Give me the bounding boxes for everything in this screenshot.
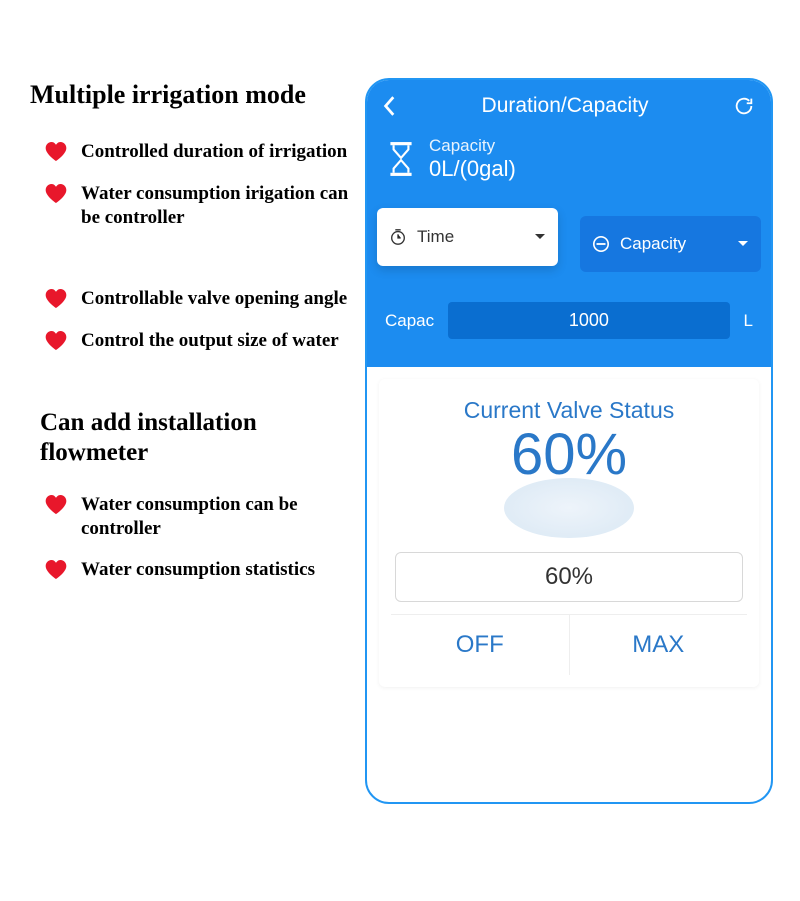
heart-icon — [45, 289, 67, 309]
capacity-value: 0L/(0gal) — [429, 156, 516, 182]
valve-percent: 60% — [391, 426, 747, 484]
list-item: Controllable valve opening angle — [45, 287, 360, 311]
capacity-toggle[interactable]: Capacity — [580, 216, 761, 272]
time-toggle[interactable]: Time — [377, 208, 558, 266]
off-max-row: OFF MAX — [391, 614, 747, 675]
feature-text: Control the output size of water — [81, 329, 339, 353]
valve-slider[interactable]: 60% — [395, 552, 743, 602]
left-content: Multiple irrigation mode Controlled dura… — [30, 80, 360, 600]
capacity-input-row: Capac 1000 L — [367, 274, 771, 367]
back-icon[interactable] — [383, 95, 397, 117]
heart-icon — [45, 331, 67, 351]
section1-title: Multiple irrigation mode — [30, 80, 360, 110]
capacity-text: Capacity 0L/(0gal) — [429, 136, 516, 182]
section1-list-b: Controllable valve opening angle Control… — [30, 287, 360, 353]
chevron-down-icon — [534, 233, 546, 241]
max-button[interactable]: MAX — [570, 615, 748, 675]
section2-list: Water consumption can be controller Wate… — [30, 493, 360, 582]
capacity-toggle-label: Capacity — [620, 234, 686, 254]
section2-title: Can add installation flowmeter — [30, 408, 360, 468]
capacity-input[interactable]: 1000 — [448, 302, 729, 339]
heart-icon — [45, 142, 67, 162]
capacity-icon — [592, 235, 610, 253]
app-header: Duration/Capacity — [367, 80, 771, 128]
valve-graphic — [504, 478, 634, 538]
header-title: Duration/Capacity — [482, 94, 649, 118]
feature-text: Water consumption irigation can be contr… — [81, 182, 360, 230]
feature-text: Controlled duration of irrigation — [81, 140, 347, 164]
chevron-down-icon — [737, 240, 749, 248]
clock-icon — [389, 228, 407, 246]
feature-text: Water consumption statistics — [81, 558, 315, 582]
capacity-row: Capacity 0L/(0gal) — [367, 128, 771, 196]
heart-icon — [45, 184, 67, 204]
slider-value: 60% — [545, 563, 593, 591]
valve-title: Current Valve Status — [391, 397, 747, 424]
input-unit: L — [744, 311, 753, 331]
toggle-section: Time Capacity — [367, 196, 771, 274]
list-item: Water consumption irigation can be contr… — [45, 182, 360, 230]
refresh-icon[interactable] — [733, 95, 755, 117]
off-button[interactable]: OFF — [391, 615, 570, 675]
capacity-label: Capacity — [429, 136, 516, 156]
input-label: Capac — [385, 311, 434, 331]
list-item: Control the output size of water — [45, 329, 360, 353]
time-label: Time — [417, 227, 454, 247]
phone-mockup: Duration/Capacity Capacity 0L/(0gal) Tim… — [365, 78, 773, 804]
list-item: Water consumption can be controller — [45, 493, 360, 541]
hourglass-icon — [385, 141, 417, 177]
heart-icon — [45, 560, 67, 580]
heart-icon — [45, 495, 67, 515]
feature-text: Water consumption can be controller — [81, 493, 360, 541]
list-item: Water consumption statistics — [45, 558, 360, 582]
list-item: Controlled duration of irrigation — [45, 140, 360, 164]
valve-status-card: Current Valve Status 60% 60% OFF MAX — [379, 379, 759, 687]
feature-text: Controllable valve opening angle — [81, 287, 347, 311]
section1-list: Controlled duration of irrigation Water … — [30, 140, 360, 229]
